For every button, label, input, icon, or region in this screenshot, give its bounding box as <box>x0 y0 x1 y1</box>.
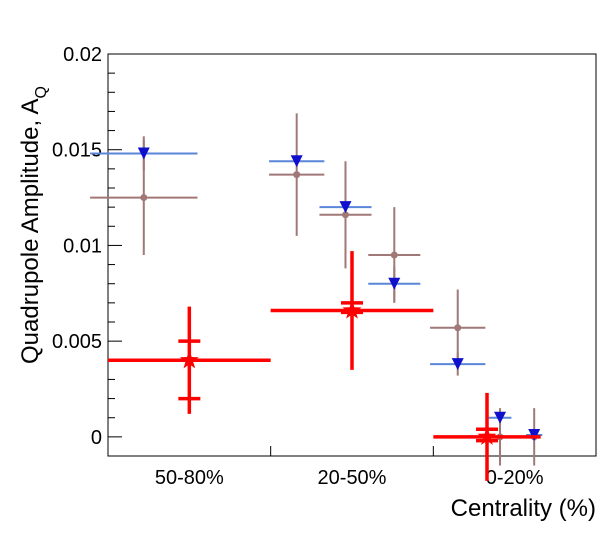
triangle-data-point <box>526 428 543 441</box>
star-data-point <box>433 392 541 481</box>
plot-frame <box>107 53 597 457</box>
data-series <box>90 113 543 481</box>
star-marker <box>179 350 199 369</box>
triangle-marker <box>451 358 464 371</box>
triangle-marker <box>290 155 303 168</box>
circle-marker <box>390 251 398 259</box>
x-axis-ticks: 50-80% 20-50% 0-20% <box>155 446 544 489</box>
triangle-data-point <box>269 155 325 168</box>
triangle-data-point <box>430 352 486 376</box>
y-tick-label: 0.015 <box>52 140 102 162</box>
y-tick-label: 0.02 <box>63 44 102 66</box>
x-category-label: 20-50% <box>318 467 387 489</box>
y-axis-ticks: 0 0.005 0.01 0.015 0.02 <box>52 44 122 449</box>
triangle-marker <box>528 428 541 441</box>
y-axis-title-subscript: Q <box>33 86 50 98</box>
circle-marker <box>293 171 301 179</box>
circle-marker <box>341 211 349 219</box>
y-tick-label: 0 <box>91 427 102 449</box>
plot-area-border <box>107 53 597 457</box>
triangle-data-point <box>319 201 372 214</box>
circle-data-point <box>269 113 325 236</box>
triangle-marker <box>339 201 352 214</box>
y-axis-title: Quadrupole Amplitude, AQ <box>17 86 50 364</box>
y-tick-label: 0.01 <box>63 235 102 257</box>
y-tick-label: 0.005 <box>52 331 102 353</box>
x-category-label: 50-80% <box>155 467 224 489</box>
circle-marker <box>140 194 148 202</box>
star-data-point <box>270 251 434 370</box>
star-data-point <box>108 306 271 414</box>
triangle-data-point <box>368 266 421 301</box>
triangle-marker <box>388 277 401 290</box>
star-marker <box>477 426 497 445</box>
y-axis-title-main: Quadrupole Amplitude, A <box>17 98 44 364</box>
triangle-marker <box>494 411 507 424</box>
circle-data-point <box>319 161 372 269</box>
star-marker <box>342 300 362 319</box>
circle-marker <box>454 324 462 332</box>
x-axis-title: Centrality (%) <box>451 495 596 522</box>
triangle-data-point <box>488 411 512 424</box>
x-category-label: 0-20% <box>486 467 544 489</box>
triangle-marker <box>137 147 150 160</box>
triangle-data-point <box>90 136 198 171</box>
